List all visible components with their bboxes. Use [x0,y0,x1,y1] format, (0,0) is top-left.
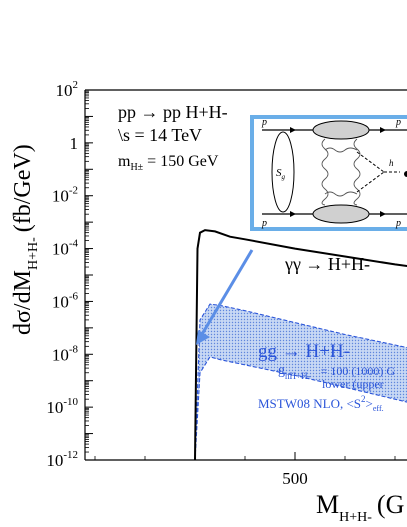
process-label-line1: pp → pp H+H- [118,102,228,122]
y-tick-label: 102 [56,79,79,100]
mass-label: mH± = 150 GeV [118,153,219,173]
axis-ticks [85,89,396,461]
y-tick-label: 10-6 [52,290,79,311]
x-tick-labels: 50010001500 [282,469,308,488]
lower-upper-label: lower (upper [322,377,384,391]
inset-s-eik: Sg [276,167,286,181]
inset-p-top-right: p [395,117,401,128]
gamma-gamma-curve [194,229,407,460]
y-tick-label: 10-10 [46,396,78,417]
coupling-label: ghH+H- = 100 (1000) G [278,363,395,381]
x-tick-label: 500 [282,469,308,488]
inset-p-bottom-right: p [395,218,401,229]
y-tick-label: 10-4 [52,238,79,259]
inset-h-label: h [389,158,394,168]
y-axis-title: dσ/dMH+H-(fb/GeV) [10,144,41,335]
gg-label: gg → H+H- [258,341,350,362]
gg-annotation: gg → H+H- ghH+H- = 100 (1000) G lower (up… [258,341,395,413]
y-tick-labels: 102 1 10-2 10-4 10-6 10-8 10-10 10-12 [46,79,78,470]
process-label-line2: \s = 14 TeV [118,125,202,145]
x-axis-title: MH+H- (G [316,490,404,525]
gg-band [195,304,407,460]
y-tick-label: 10-2 [52,185,78,206]
inset-diagram: p p p p Sg h [250,115,407,231]
y-tick-label: 1 [70,134,79,153]
process-annotation: pp → pp H+H- \s = 14 TeV mH± = 150 GeV [118,102,228,173]
y-tick-label: 10-8 [52,343,79,364]
inset-p-bottom-left: p [261,218,267,229]
mstw-label: MSTW08 NLO, <S2>eff. [258,394,384,413]
inset-p-top-left: p [261,117,267,128]
y-tick-label: 10-12 [46,449,78,470]
gamma-gamma-label: γγ → H+H- [284,254,370,274]
arrow [196,249,254,345]
